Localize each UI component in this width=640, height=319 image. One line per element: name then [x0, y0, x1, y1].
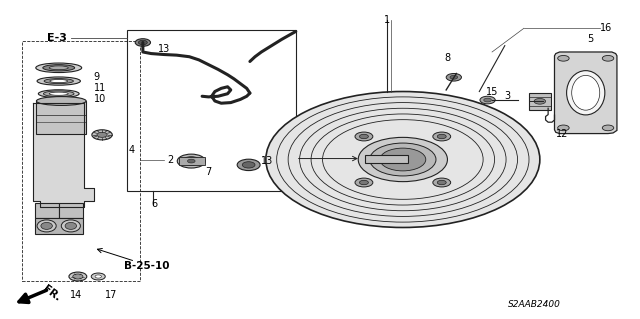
Text: 11: 11: [94, 83, 106, 93]
Bar: [529, 93, 550, 109]
Ellipse shape: [566, 70, 605, 115]
Text: 13: 13: [261, 156, 274, 166]
Circle shape: [266, 92, 540, 227]
Text: 8: 8: [444, 53, 451, 63]
Circle shape: [358, 137, 447, 182]
Ellipse shape: [44, 91, 74, 97]
Ellipse shape: [38, 90, 79, 98]
Polygon shape: [554, 52, 617, 134]
Text: 17: 17: [105, 290, 118, 300]
Bar: [127, 30, 296, 191]
Text: 2: 2: [167, 154, 173, 165]
Circle shape: [97, 132, 107, 137]
Text: 15: 15: [486, 86, 498, 97]
Circle shape: [95, 275, 101, 278]
Text: 7: 7: [205, 167, 212, 177]
Ellipse shape: [36, 97, 86, 105]
Text: S2AAB2400: S2AAB2400: [508, 300, 561, 309]
Ellipse shape: [41, 222, 52, 229]
Circle shape: [355, 132, 373, 141]
Circle shape: [237, 159, 260, 171]
Text: 4: 4: [129, 145, 135, 155]
Circle shape: [370, 143, 436, 176]
Circle shape: [433, 178, 451, 187]
Circle shape: [450, 75, 458, 79]
Circle shape: [138, 40, 147, 45]
Circle shape: [602, 125, 614, 131]
Bar: [22, 41, 140, 281]
Circle shape: [380, 148, 426, 171]
Ellipse shape: [65, 222, 77, 229]
Circle shape: [360, 180, 369, 185]
Circle shape: [484, 98, 492, 102]
Bar: [59, 203, 83, 218]
Ellipse shape: [36, 63, 82, 72]
Ellipse shape: [43, 65, 75, 71]
Circle shape: [360, 134, 369, 139]
Bar: [35, 203, 59, 218]
Circle shape: [177, 154, 205, 168]
Circle shape: [69, 272, 87, 281]
Circle shape: [135, 39, 150, 46]
Circle shape: [188, 159, 195, 163]
Bar: [179, 157, 205, 165]
Circle shape: [433, 132, 451, 141]
Text: 12: 12: [556, 129, 568, 139]
Text: 14: 14: [70, 290, 83, 300]
Text: 16: 16: [600, 23, 612, 33]
Ellipse shape: [572, 75, 600, 110]
Ellipse shape: [50, 79, 68, 83]
Ellipse shape: [37, 77, 81, 85]
Circle shape: [73, 274, 83, 279]
Ellipse shape: [44, 78, 74, 84]
Ellipse shape: [37, 220, 56, 232]
Bar: [35, 218, 83, 234]
Circle shape: [446, 73, 461, 81]
Circle shape: [557, 125, 569, 131]
Text: 10: 10: [94, 94, 106, 104]
Ellipse shape: [49, 92, 68, 95]
Text: 5: 5: [588, 34, 594, 44]
Circle shape: [92, 273, 105, 280]
Circle shape: [243, 162, 255, 168]
Circle shape: [534, 99, 545, 104]
Text: 13: 13: [157, 44, 170, 54]
Text: FR.: FR.: [41, 284, 62, 303]
Circle shape: [437, 180, 446, 185]
Bar: [365, 155, 408, 163]
Ellipse shape: [49, 66, 68, 70]
Text: 3: 3: [505, 91, 511, 101]
Polygon shape: [33, 103, 94, 207]
Text: E-3: E-3: [47, 33, 67, 43]
Circle shape: [557, 56, 569, 61]
Ellipse shape: [61, 220, 81, 232]
Text: 1: 1: [384, 15, 390, 26]
Text: 6: 6: [151, 199, 157, 209]
Circle shape: [355, 178, 373, 187]
Text: B-25-10: B-25-10: [124, 261, 169, 271]
Circle shape: [480, 96, 495, 104]
Bar: [36, 101, 86, 134]
Circle shape: [437, 134, 446, 139]
Circle shape: [602, 56, 614, 61]
Ellipse shape: [92, 130, 112, 140]
Text: 9: 9: [94, 72, 100, 82]
